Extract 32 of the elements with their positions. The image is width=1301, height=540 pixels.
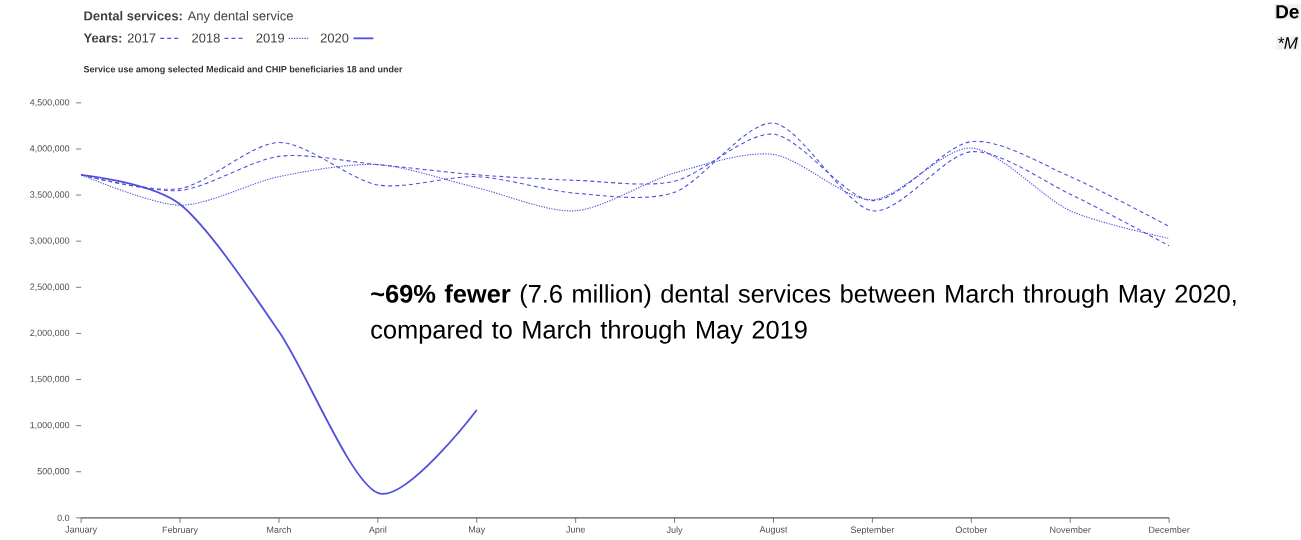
legend-title: Years:	[83, 33, 122, 43]
text: *M	[1278, 37, 1298, 49]
y-tick-label: 2,000,000	[30, 329, 70, 338]
legend-label: 2020	[320, 33, 349, 43]
y-tick-label: 4,000,000	[29, 145, 70, 153]
chart-title: Dental services: Any dental service	[84, 10, 293, 24]
chart-subtitle: Service use among selected Medicaid and CHIP beneficiaries 18 and under	[83, 65, 403, 75]
x-tick-label: October	[955, 526, 988, 533]
x-tick-label: February	[162, 526, 198, 535]
x-tick-label: January	[65, 526, 98, 535]
y-tick-label: 500,000	[37, 468, 70, 476]
legend-label: 2017	[127, 33, 156, 43]
x-tick-label: December	[1149, 526, 1190, 533]
x-tick-label: August	[759, 526, 788, 535]
y-tick-label: 1,000,000	[30, 421, 70, 430]
y-tick-label: 4,500,000	[29, 99, 70, 107]
legend-label: 2019	[256, 33, 285, 43]
y-tick-label: 0.0	[57, 514, 70, 522]
x-tick-label: June	[566, 526, 585, 533]
y-tick-label: 2,500,000	[30, 283, 70, 291]
x-tick-label: March	[267, 526, 291, 533]
y-tick-label: 3,000,000	[30, 237, 70, 245]
x-tick-label: May	[469, 526, 486, 535]
y-tick-label: 1,500,000	[30, 375, 70, 384]
annotation: ~69% fewer (7.6 million) dental services between March through May 2020, compared to March through May 2019	[371, 284, 1236, 344]
text: De	[1276, 5, 1299, 19]
x-tick-label: November	[1050, 526, 1091, 533]
x-tick-label: July	[666, 526, 683, 535]
x-tick-label: September	[850, 526, 895, 535]
x-tick-label: April	[368, 526, 387, 535]
y-tick-label: 3,500,000	[30, 191, 70, 199]
legend-label: 2018	[192, 33, 220, 43]
